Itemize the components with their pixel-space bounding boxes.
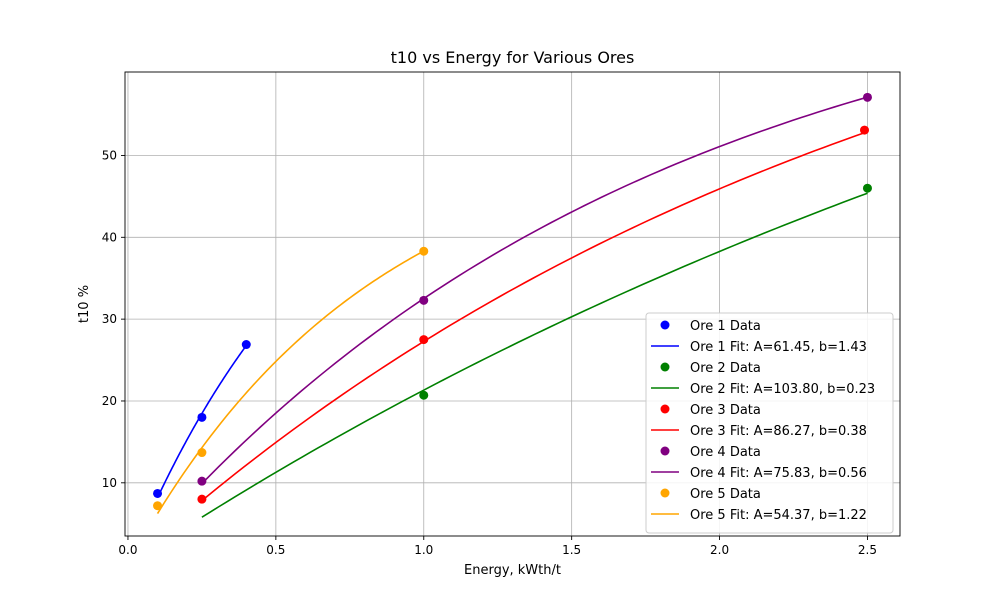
legend-label-ore-2-data: Ore 2 Data <box>690 361 761 376</box>
y-tick-label: 50 <box>102 148 117 162</box>
legend-label-ore-1-data: Ore 1 Data <box>690 319 761 334</box>
x-axis-label: Energy, kWth/t <box>464 563 561 578</box>
y-tick-label: 40 <box>102 230 117 244</box>
data-point-ore-3 <box>197 494 207 504</box>
chart-title: t10 vs Energy for Various Ores <box>391 48 635 67</box>
y-tick-label: 20 <box>102 394 117 408</box>
data-point-ore-3 <box>860 125 870 135</box>
data-point-ore-2 <box>862 183 872 193</box>
x-tick-label: 0.5 <box>266 543 285 557</box>
fit-line-ore-3 <box>201 131 865 502</box>
data-point-ore-4 <box>419 295 429 305</box>
data-point-ore-1 <box>241 340 251 350</box>
legend-label-ore-1-fit: Ore 1 Fit: A=61.45, b=1.43 <box>690 340 867 355</box>
legend-label-ore-2-fit: Ore 2 Fit: A=103.80, b=0.23 <box>690 382 875 397</box>
data-point-ore-1 <box>197 412 207 422</box>
y-tick-label: 10 <box>102 476 117 490</box>
legend-marker-ore-3-data <box>660 404 670 414</box>
legend-marker-ore-5-data <box>660 488 670 498</box>
data-point-ore-2 <box>419 390 429 400</box>
legend-label-ore-5-data: Ore 5 Data <box>690 487 761 502</box>
legend-marker-ore-1-data <box>660 320 670 330</box>
fit-line-ore-4 <box>201 96 868 485</box>
y-tick-label: 30 <box>102 312 117 326</box>
data-point-ore-5 <box>419 246 429 256</box>
plot-frame <box>124 71 901 537</box>
data-points <box>153 92 872 511</box>
legend-box <box>645 312 894 534</box>
legend-label-ore-3-fit: Ore 3 Fit: A=86.27, b=0.38 <box>690 424 867 439</box>
axis-ticks: 0.0 0.5 1.0 1.5 2.0 2.5 10 20 30 40 50 <box>102 148 877 557</box>
data-point-ore-1 <box>153 488 163 498</box>
legend-marker-ore-2-data <box>660 362 670 372</box>
x-tick-label: 2.0 <box>710 543 729 557</box>
data-point-ore-5 <box>197 448 207 458</box>
x-tick-label: 0.0 <box>118 543 137 557</box>
legend-label-ore-4-data: Ore 4 Data <box>690 445 761 460</box>
fit-lines <box>156 96 868 518</box>
legend-marker-ore-4-data <box>660 446 670 456</box>
x-tick-label: 1.5 <box>562 543 581 557</box>
x-tick-label: 2.5 <box>858 543 877 557</box>
legend-label-ore-3-data: Ore 3 Data <box>690 403 761 418</box>
legend-label-ore-4-fit: Ore 4 Fit: A=75.83, b=0.56 <box>690 466 867 481</box>
data-point-ore-5 <box>153 501 163 511</box>
fit-line-ore-5 <box>156 250 425 514</box>
legend-label-ore-5-fit: Ore 5 Fit: A=54.37, b=1.22 <box>690 508 867 523</box>
data-point-ore-3 <box>419 335 429 345</box>
legend: Ore 1 Data Ore 1 Fit: A=61.45, b=1.43 Ore … <box>645 312 894 534</box>
data-point-ore-4 <box>862 92 872 102</box>
y-axis-label: t10 % <box>77 285 92 323</box>
x-tick-label: 1.0 <box>414 543 433 557</box>
data-point-ore-4 <box>197 476 207 486</box>
fit-line-ore-2 <box>201 192 868 518</box>
